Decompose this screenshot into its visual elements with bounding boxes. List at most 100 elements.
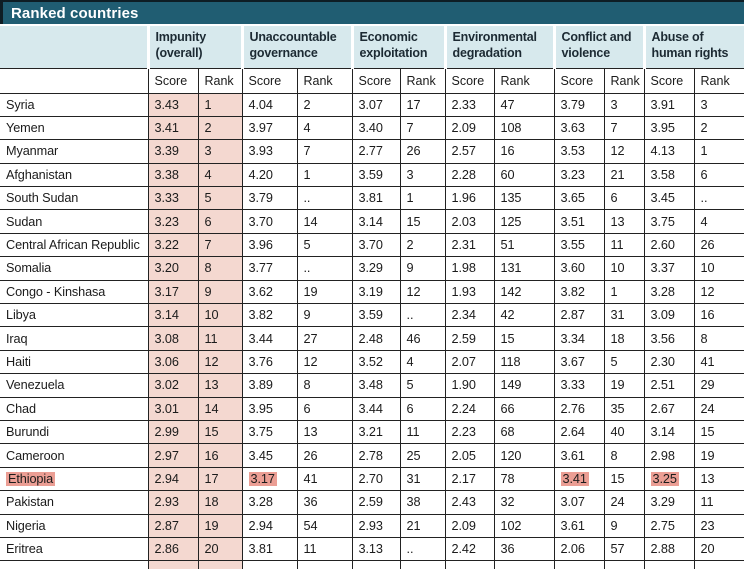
- country-cell: Myanmar: [0, 139, 149, 164]
- rank-cell: 38: [399, 490, 446, 515]
- score-cell: 3.61: [553, 513, 605, 538]
- table-row-iraq: Iraq 3.08 11 3.44 27 2.48 46 2.59 15 3.34 18 3.56 8: [0, 326, 744, 351]
- rank-cell: 23: [693, 513, 744, 538]
- rank-cell: 5: [603, 349, 645, 375]
- score-cell: 3.70: [351, 232, 401, 258]
- rank-cell: 16: [693, 303, 744, 328]
- rank-cell: 40: [603, 419, 645, 445]
- country-subheader: [0, 67, 149, 94]
- rank-cell: 36: [296, 490, 353, 515]
- country-cell: Sudan: [0, 209, 149, 234]
- rank-cell: 31: [603, 303, 645, 328]
- score-cell: 2.67: [643, 396, 695, 421]
- score-cell: 3.28: [241, 490, 298, 515]
- rank-cell: 26: [693, 232, 744, 258]
- score-cell: 2.76: [553, 396, 605, 421]
- score-cell: 1.93: [444, 279, 495, 305]
- score-cell: 3.44: [241, 326, 298, 351]
- score-cell: 3.52: [351, 349, 401, 375]
- rank-cell: 14: [296, 209, 353, 234]
- score-cell: 3.07: [351, 92, 401, 117]
- rank-cell: 12: [399, 279, 446, 305]
- score-cell: 3.20: [147, 256, 199, 281]
- rank-cell: 78: [493, 466, 555, 492]
- score-cell: 3.17: [241, 466, 298, 492]
- rank-cell: 3: [603, 92, 645, 117]
- group-header-abuse-of-human-rights: Abuse of human rights: [642, 26, 744, 69]
- table-row-pakistan: Pakistan 2.93 18 3.28 36 2.59 38 2.43 32 3.07 24 3.…: [0, 490, 744, 515]
- score-cell: 3.14: [147, 303, 199, 328]
- score-cell: 2.88: [643, 536, 695, 562]
- rank-cell: 15: [197, 419, 243, 445]
- rank-cell: 17: [197, 466, 243, 492]
- subheader-score-unaccountable-governance: Score: [241, 67, 298, 94]
- rank-cell: 18: [603, 326, 645, 351]
- rank-cell: 15: [399, 209, 446, 234]
- rank-cell: 11: [197, 326, 243, 351]
- rank-cell: 41: [693, 349, 744, 375]
- rank-cell: 19: [693, 443, 744, 468]
- country-cell: Syria: [0, 92, 149, 117]
- rank-cell: 8: [693, 326, 744, 351]
- country-cell: Libya: [0, 303, 149, 328]
- score-cell: 3.45: [241, 443, 298, 468]
- table-row-haiti: Haiti 3.06 12 3.76 12 3.52 4 2.07 118 3.67 5 2.30 41: [0, 349, 744, 375]
- score-cell: 2.31: [444, 232, 495, 258]
- subheader-rank-unaccountable-governance: Rank: [296, 67, 353, 94]
- subheader-rank-economic-exploitation: Rank: [399, 67, 446, 94]
- subheader-rank-impunity-overall: Rank: [197, 67, 243, 94]
- clipped-cell: [241, 560, 298, 569]
- rank-cell: 16: [493, 139, 555, 164]
- rank-cell: 4: [693, 209, 744, 234]
- rank-cell: 25: [399, 443, 446, 468]
- score-cell: 1.98: [444, 256, 495, 281]
- score-cell: 3.79: [553, 92, 605, 117]
- rank-cell: 10: [197, 303, 243, 328]
- rank-cell: 2: [399, 232, 446, 258]
- rank-cell: 7: [603, 115, 645, 141]
- table-row-somalia: Somalia 3.20 8 3.77.. 3.29 9 1.98 131 3.60 10 3.37…: [0, 256, 744, 281]
- ranked-countries-table: Impunity (overall) Unaccountable governan…: [0, 26, 744, 569]
- score-cell: 3.38: [147, 162, 199, 188]
- rank-cell: 142: [493, 279, 555, 305]
- rank-cell: 2: [693, 115, 744, 141]
- country-cell: Central African Republic: [0, 232, 149, 258]
- rank-cell: 12: [693, 279, 744, 305]
- score-cell: 3.25: [643, 466, 695, 492]
- group-header-row: Impunity (overall) Unaccountable governan…: [0, 26, 744, 69]
- panel-title-bar: Ranked countries: [0, 0, 744, 24]
- rank-cell: 10: [693, 256, 744, 281]
- table-row-chad: Chad 3.01 14 3.95 6 3.44 6 2.24 66 2.76 35 2.67 24: [0, 396, 744, 421]
- table-row-yemen: Yemen 3.41 2 3.97 4 3.40 7 2.09 108 3.63 7 3.95 2: [0, 115, 744, 141]
- table-row-south-sudan: South Sudan 3.33 5 3.79.. 3.81 1 1.96 135 3.65 6 3…: [0, 186, 744, 211]
- rank-cell: ..: [296, 256, 353, 281]
- score-cell: 3.34: [553, 326, 605, 351]
- country-cell: Afghanistan: [0, 162, 149, 188]
- score-cell: 2.43: [444, 490, 495, 515]
- rank-cell: 1: [399, 186, 446, 211]
- score-cell: 3.60: [553, 256, 605, 281]
- score-cell: 4.20: [241, 162, 298, 188]
- rank-cell: 26: [399, 139, 446, 164]
- clipped-cell: [493, 560, 555, 569]
- rank-cell: 131: [493, 256, 555, 281]
- rank-cell: 2: [296, 92, 353, 117]
- table-row-venezuela: Venezuela 3.02 13 3.89 8 3.48 5 1.90 149 3.33 19 2.…: [0, 373, 744, 398]
- score-cell: 3.48: [351, 373, 401, 398]
- table-row-congo-kinshasa: Congo - Kinshasa 3.17 9 3.62 19 3.19 12 1.93 142…: [0, 279, 744, 305]
- score-cell: 3.09: [643, 303, 695, 328]
- rank-cell: 13: [603, 209, 645, 234]
- score-cell: 3.61: [553, 443, 605, 468]
- rank-cell: 4: [296, 115, 353, 141]
- score-cell: 2.75: [643, 513, 695, 538]
- rank-cell: 108: [493, 115, 555, 141]
- score-cell: 3.33: [147, 186, 199, 211]
- rank-cell: 9: [603, 513, 645, 538]
- country-cell: Congo - Kinshasa: [0, 279, 149, 305]
- rank-cell: 7: [197, 232, 243, 258]
- rank-cell: 11: [296, 536, 353, 562]
- score-cell: 1.96: [444, 186, 495, 211]
- score-cell: 2.24: [444, 396, 495, 421]
- score-cell: 3.96: [241, 232, 298, 258]
- score-cell: 3.39: [147, 139, 199, 164]
